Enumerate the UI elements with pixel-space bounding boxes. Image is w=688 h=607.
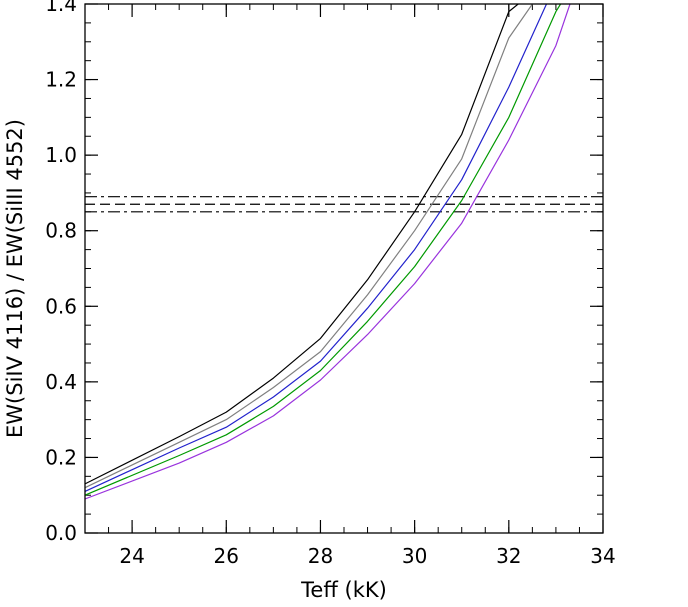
- x-tick-label: 34: [590, 544, 615, 568]
- y-tick-label: 0.8: [45, 219, 77, 243]
- series-line-1: [85, 4, 519, 485]
- series-line-3: [85, 4, 548, 492]
- x-tick-label: 24: [119, 544, 144, 568]
- x-tick-label: 28: [308, 544, 333, 568]
- reference-lines: [85, 196, 603, 213]
- y-tick-label: 1.4: [45, 0, 77, 16]
- y-tick-label: 0.0: [45, 521, 77, 545]
- series-line-5: [85, 4, 571, 500]
- series-line-4: [85, 4, 562, 496]
- x-tick-label: 26: [214, 544, 239, 568]
- minor-ticks: [84, 3, 604, 534]
- major-ticks: [85, 3, 604, 534]
- x-tick-label: 30: [402, 544, 427, 568]
- x-tick-label: 32: [496, 544, 521, 568]
- y-tick-label: 1.2: [45, 68, 77, 92]
- x-axis-label: Teff (kK): [300, 578, 387, 602]
- y-tick-label: 0.2: [45, 445, 77, 469]
- series-line-2: [85, 4, 533, 489]
- y-tick-label: 1.0: [45, 143, 77, 167]
- plot-frame: [84, 3, 604, 534]
- y-tick-label: 0.4: [45, 370, 77, 394]
- series-group: [85, 4, 571, 500]
- y-axis-label: EW(SiIV 4116) / EW(SiIII 4552): [3, 119, 27, 438]
- y-tick-label: 0.6: [45, 294, 77, 318]
- tick-labels: 24 26 28 30 32 34 0.0 0.2 0.4 0.6 0.8 1.0 1.2 1.4: [45, 0, 616, 568]
